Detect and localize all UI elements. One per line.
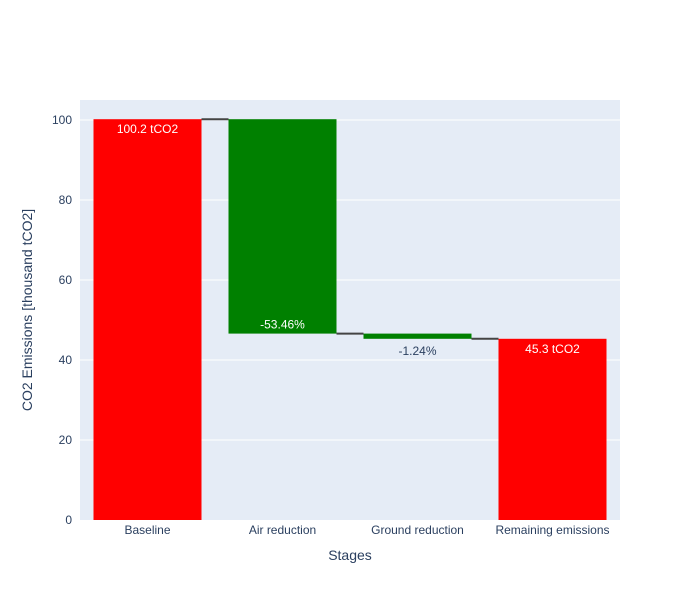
x-tick-label: Ground reduction — [371, 523, 464, 537]
bar-label: -53.46% — [260, 318, 305, 332]
y-tick-label: 20 — [59, 433, 73, 447]
bars — [93, 119, 607, 520]
x-tick-label: Baseline — [124, 523, 170, 537]
bar-label: -1.24% — [398, 344, 436, 358]
x-axis-title: Stages — [328, 547, 372, 563]
x-axis-ticks: Baseline Air reduction Ground reduction Rem… — [124, 523, 609, 537]
connectors — [201, 118, 499, 340]
y-tick-label: 0 — [65, 513, 72, 527]
y-tick-label: 40 — [59, 353, 73, 367]
y-axis-ticks: 0 20 40 60 80 100 — [52, 113, 72, 527]
y-tick-label: 60 — [59, 273, 73, 287]
bar-labels: 100.2 tCO2 -53.46% -1.24% 45.3 tCO2 — [117, 122, 580, 358]
bar-ground-reduction — [363, 333, 472, 339]
bar-remaining-emissions — [498, 338, 607, 520]
y-axis-title: CO2 Emissions [thousand tCO2] — [19, 209, 35, 411]
x-tick-label: Air reduction — [249, 523, 316, 537]
bar-label: 45.3 tCO2 — [525, 342, 580, 356]
y-tick-label: 100 — [52, 113, 72, 127]
bar-air-reduction — [228, 119, 337, 334]
bar-label: 100.2 tCO2 — [117, 122, 179, 136]
y-tick-label: 80 — [59, 193, 73, 207]
bar-baseline — [93, 119, 202, 520]
x-tick-label: Remaining emissions — [495, 523, 609, 537]
